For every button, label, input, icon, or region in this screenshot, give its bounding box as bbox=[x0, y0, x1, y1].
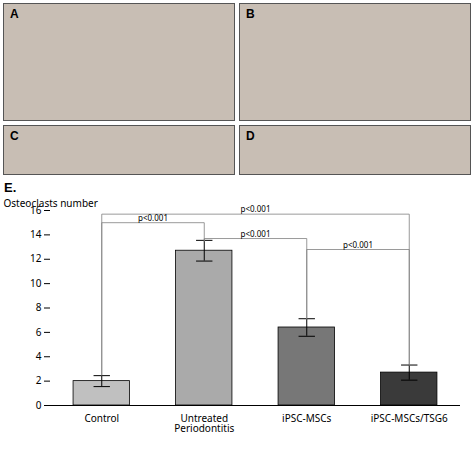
svg-text:0: 0 bbox=[36, 398, 42, 412]
html-text:B: B bbox=[246, 7, 255, 21]
svg-text:Control: Control bbox=[84, 411, 119, 425]
html-text:A: A bbox=[10, 7, 19, 21]
html-text:E.: E. bbox=[4, 180, 17, 195]
html-text:C: C bbox=[10, 129, 19, 143]
svg-text:iPSC-MSCs/TSG6: iPSC-MSCs/TSG6 bbox=[371, 411, 448, 425]
svg-text:6: 6 bbox=[36, 325, 42, 339]
svg-text:16: 16 bbox=[30, 202, 42, 217]
svg-text:iPSC-MSCs: iPSC-MSCs bbox=[282, 411, 332, 425]
svg-text:p<0.001: p<0.001 bbox=[138, 212, 168, 223]
svg-text:4: 4 bbox=[36, 349, 42, 363]
svg-text:Osteoclasts number: Osteoclasts number bbox=[4, 196, 98, 210]
svg-text:2: 2 bbox=[36, 373, 42, 387]
svg-text:p<0.001: p<0.001 bbox=[343, 239, 373, 250]
svg-text:UntreatedPeriodontitis: UntreatedPeriodontitis bbox=[174, 411, 234, 435]
svg-text:14: 14 bbox=[30, 227, 42, 241]
svg-text:p<0.001: p<0.001 bbox=[241, 203, 271, 214]
svg-text:p<0.001: p<0.001 bbox=[241, 228, 271, 239]
svg-text:8: 8 bbox=[36, 300, 42, 314]
svg-text:12: 12 bbox=[30, 251, 42, 265]
html-text:D: D bbox=[246, 129, 255, 143]
svg-text:10: 10 bbox=[30, 276, 42, 290]
